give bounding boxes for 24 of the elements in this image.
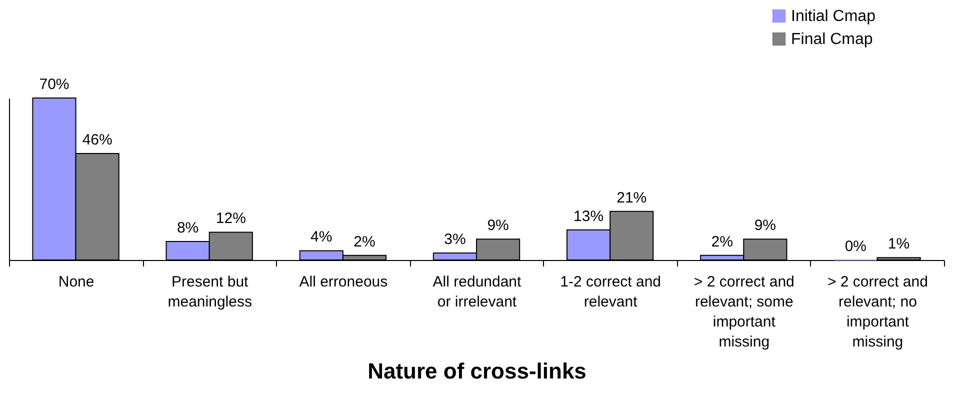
x-axis-title: Nature of cross-links: [368, 358, 586, 384]
legend-label: Initial Cmap: [791, 8, 876, 25]
data-label: 0%: [844, 238, 867, 255]
x-tick-label: None: [58, 274, 94, 290]
data-label: 70%: [39, 76, 70, 93]
x-tick-label: > 2 correct and relevant; some important missing: [694, 274, 794, 350]
data-label: 2%: [354, 233, 376, 250]
data-label: 1%: [888, 236, 910, 253]
data-label: 8%: [176, 219, 199, 236]
data-label: 46%: [82, 132, 112, 149]
data-label: 9%: [487, 217, 509, 234]
legend-label: Final Cmap: [791, 31, 873, 48]
data-label: 9%: [754, 217, 776, 234]
data-label: 13%: [574, 208, 604, 225]
data-label: 4%: [310, 228, 332, 246]
x-tick-label: Present but meaningless: [168, 274, 252, 310]
data-label: 12%: [216, 210, 246, 228]
data-label: 21%: [616, 189, 647, 206]
x-tick-label: 1-2 correct and relevant: [560, 274, 662, 310]
data-label: 2%: [711, 233, 733, 250]
x-tick-label: All erroneous: [299, 274, 388, 290]
data-label: 3%: [444, 231, 466, 248]
x-tick-label: > 2 correct and relevant; no important missing: [827, 274, 928, 350]
x-tick-label: All redundant or irrelevant: [432, 274, 522, 310]
